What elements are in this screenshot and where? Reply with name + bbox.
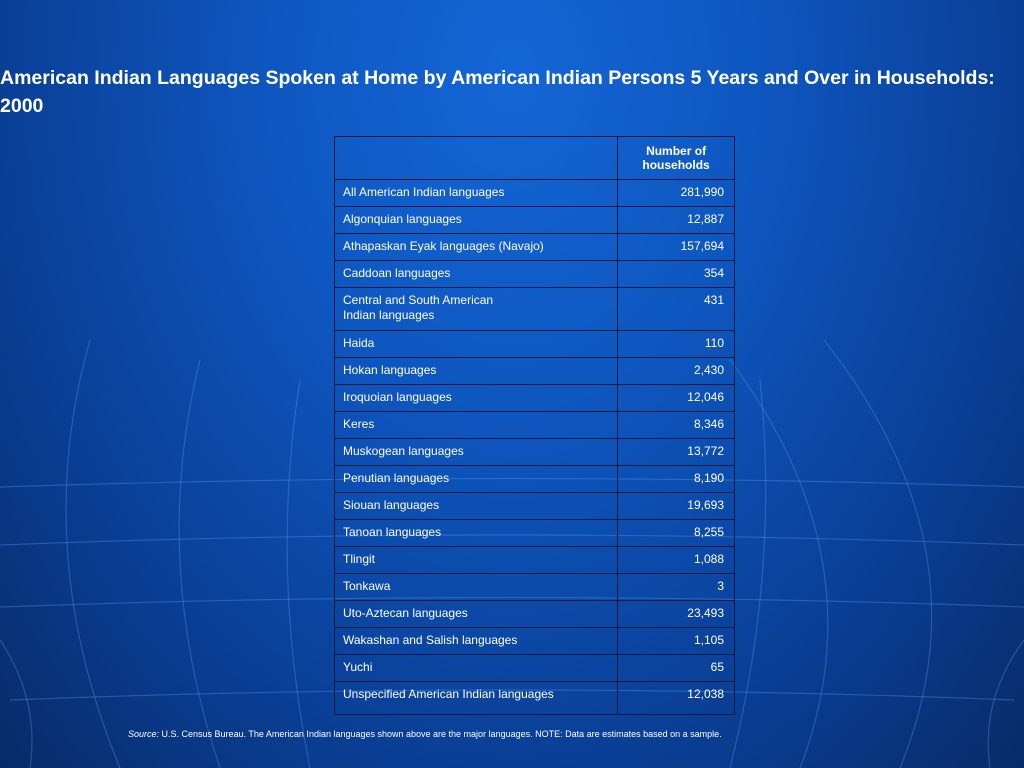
table-row: Muskogean languages 13,772: [333, 438, 735, 466]
language-name-cell: Unspecified American Indian languages: [333, 681, 619, 715]
table-header-row: Number of households: [333, 136, 735, 180]
language-name-cell: Wakashan and Salish languages: [333, 627, 619, 655]
households-cell: 12,046: [617, 384, 735, 412]
table-row: Yuchi 65: [333, 654, 735, 682]
table-row: Siouan languages 19,693: [333, 492, 735, 520]
households-cell: 12,038: [617, 681, 735, 715]
source-text: U.S. Census Bureau. The American Indian …: [159, 729, 722, 739]
households-cell: 3: [617, 573, 735, 601]
language-name-cell: Siouan languages: [333, 492, 619, 520]
table-row: Hokan languages 2,430: [333, 357, 735, 385]
language-name-cell: All American Indian languages: [333, 179, 619, 207]
language-name-cell: Athapaskan Eyak languages (Navajo): [333, 233, 619, 261]
households-cell: 23,493: [617, 600, 735, 628]
table-row: Athapaskan Eyak languages (Navajo) 157,6…: [333, 233, 735, 261]
language-name-cell: Muskogean languages: [333, 438, 619, 466]
language-name-cell: Central and South American Indian langua…: [333, 287, 619, 331]
table-row: Keres 8,346: [333, 411, 735, 439]
language-name-cell: Tanoan languages: [333, 519, 619, 547]
households-cell: 110: [617, 330, 735, 358]
households-cell: 65: [617, 654, 735, 682]
source-note: Source: U.S. Census Bureau. The American…: [128, 729, 722, 739]
households-cell: 431: [617, 287, 735, 331]
column-header-households: Number of households: [617, 136, 735, 180]
language-name-cell: Uto-Aztecan languages: [333, 600, 619, 628]
language-name-cell: Algonquian languages: [333, 206, 619, 234]
language-name-cell: Caddoan languages: [333, 260, 619, 288]
column-header-language: [333, 136, 619, 180]
households-cell: 2,430: [617, 357, 735, 385]
households-cell: 354: [617, 260, 735, 288]
languages-table-container: Number of households All American Indian…: [333, 136, 735, 715]
households-cell: 157,694: [617, 233, 735, 261]
table-row: Algonquian languages 12,887: [333, 206, 735, 234]
language-name-cell: Iroquoian languages: [333, 384, 619, 412]
table-row: Tonkawa 3: [333, 573, 735, 601]
households-cell: 19,693: [617, 492, 735, 520]
table-row: Tlingit 1,088: [333, 546, 735, 574]
households-cell: 281,990: [617, 179, 735, 207]
table-row: Caddoan languages 354: [333, 260, 735, 288]
households-cell: 12,887: [617, 206, 735, 234]
source-label: Source:: [128, 729, 160, 739]
table-row: Tanoan languages 8,255: [333, 519, 735, 547]
households-cell: 8,255: [617, 519, 735, 547]
language-name-cell: Haida: [333, 330, 619, 358]
language-name-cell: Tonkawa: [333, 573, 619, 601]
languages-table: Number of households All American Indian…: [333, 136, 735, 715]
table-row: Wakashan and Salish languages 1,105: [333, 627, 735, 655]
households-cell: 13,772: [617, 438, 735, 466]
language-name-cell: Penutian languages: [333, 465, 619, 493]
language-name-cell: Yuchi: [333, 654, 619, 682]
table-row: All American Indian languages 281,990: [333, 179, 735, 207]
table-row: Haida 110: [333, 330, 735, 358]
language-name-cell: Tlingit: [333, 546, 619, 574]
language-name-cell: Hokan languages: [333, 357, 619, 385]
table-row: Penutian languages 8,190: [333, 465, 735, 493]
households-cell: 1,105: [617, 627, 735, 655]
table-row: Uto-Aztecan languages 23,493: [333, 600, 735, 628]
table-row: Unspecified American Indian languages 12…: [333, 681, 735, 715]
households-cell: 8,346: [617, 411, 735, 439]
slide-title: American Indian Languages Spoken at Home…: [0, 67, 995, 117]
households-cell: 1,088: [617, 546, 735, 574]
language-name-cell: Keres: [333, 411, 619, 439]
table-row: Iroquoian languages 12,046: [333, 384, 735, 412]
households-cell: 8,190: [617, 465, 735, 493]
table-row: Central and South American Indian langua…: [333, 287, 735, 331]
